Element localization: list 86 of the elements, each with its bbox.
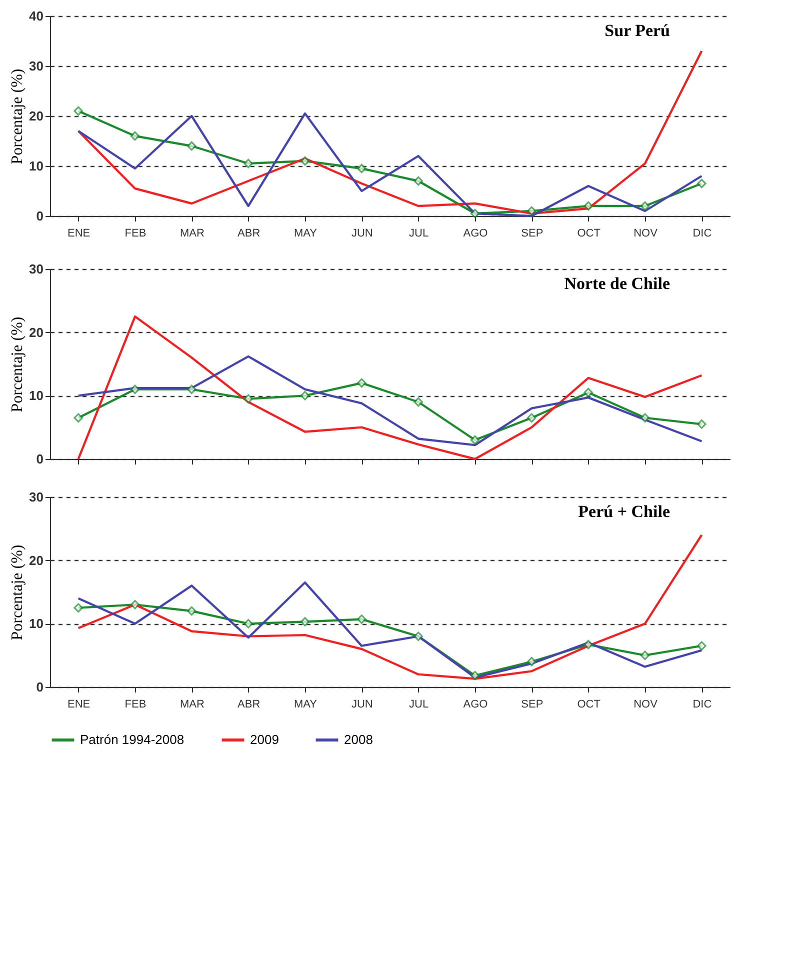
- point: [74, 106, 84, 116]
- y-axis-title: Porcentaje (%): [9, 316, 26, 412]
- x-tick-label: MAY: [294, 228, 318, 240]
- point: [130, 600, 140, 610]
- point: [74, 603, 84, 613]
- point: [356, 164, 366, 174]
- y-tick-label: 0: [36, 680, 44, 694]
- y-tick-label: 30: [29, 490, 44, 504]
- point: [300, 617, 310, 626]
- x-tick-label: AGO: [463, 228, 488, 240]
- point: [356, 378, 366, 388]
- chart-title: Norte de Chile: [564, 274, 670, 293]
- y-tick-label: 10: [29, 388, 44, 404]
- legend-label: Patrón 1994-2008: [80, 732, 184, 747]
- point: [696, 178, 706, 188]
- y-axis-title: Porcentaje (%): [9, 68, 26, 164]
- point: [470, 670, 480, 680]
- x-tick-label: NOV: [634, 228, 658, 240]
- point: [130, 131, 140, 141]
- y-axis-title: Porcentaje (%): [9, 544, 26, 640]
- x-tick-label: ENE: [68, 698, 90, 710]
- point: [640, 650, 650, 660]
- y-tick-label: 20: [29, 108, 44, 124]
- x-tick-label: SEP: [521, 228, 544, 240]
- point: [640, 413, 650, 423]
- line-series: [77, 355, 703, 446]
- x-tick-label: ABR: [238, 698, 260, 710]
- point: [74, 413, 84, 423]
- x-tick-label: OCT: [577, 698, 601, 710]
- y-tick-label: 20: [29, 324, 44, 340]
- x-tick-label: AGO: [463, 698, 488, 710]
- x-tick-label: JUN: [351, 228, 373, 240]
- point: [300, 390, 310, 400]
- x-tick-label: SEP: [521, 698, 544, 710]
- point: [414, 632, 424, 642]
- point: [244, 618, 254, 628]
- point: [526, 206, 536, 216]
- point: [640, 201, 650, 211]
- point: [186, 606, 196, 616]
- point: [696, 641, 706, 651]
- y-tick-label: 0: [36, 208, 44, 224]
- line-series: [77, 534, 703, 680]
- y-tick-label: 0: [36, 452, 44, 466]
- legend-label: 2008: [344, 732, 373, 747]
- x-tick-label: JUL: [409, 228, 429, 240]
- point: [414, 397, 424, 407]
- x-tick-label: FEB: [124, 698, 146, 710]
- legend-label: 2009: [250, 732, 279, 747]
- point: [244, 158, 254, 168]
- x-tick-label: JUL: [409, 698, 429, 710]
- point: [356, 614, 366, 624]
- point: [130, 384, 140, 394]
- point: [186, 384, 196, 394]
- x-tick-label: JUN: [351, 698, 373, 710]
- chart-title: Perú + Chile: [578, 502, 670, 521]
- point: [470, 208, 480, 218]
- point: [300, 156, 310, 166]
- x-tick-label: OCT: [577, 228, 601, 240]
- point: [526, 413, 536, 423]
- y-tick-label: 40: [29, 8, 44, 24]
- x-tick-label: ENE: [68, 228, 90, 240]
- x-tick-label: MAY: [294, 698, 318, 710]
- line-series: [77, 50, 703, 215]
- chart-title: Sur Perú: [604, 21, 670, 40]
- x-tick-label: MAR: [180, 698, 204, 710]
- x-tick-label: DIC: [692, 228, 712, 240]
- y-tick-label: 20: [29, 552, 44, 568]
- point: [584, 640, 594, 650]
- x-tick-label: DIC: [692, 698, 712, 710]
- y-tick-label: 30: [29, 262, 44, 276]
- point: [526, 656, 536, 666]
- point: [584, 388, 594, 398]
- point: [186, 141, 196, 151]
- y-tick-label: 10: [29, 158, 44, 174]
- point: [244, 394, 254, 404]
- line-series: [77, 315, 703, 460]
- x-tick-label: FEB: [124, 228, 146, 240]
- y-tick-label: 30: [29, 58, 44, 74]
- x-tick-label: ABR: [238, 228, 260, 240]
- point: [696, 419, 706, 429]
- point: [470, 435, 480, 445]
- x-tick-label: NOV: [634, 698, 658, 710]
- y-tick-label: 10: [29, 616, 44, 632]
- point: [414, 176, 424, 186]
- x-tick-label: MAR: [180, 228, 204, 240]
- point: [584, 201, 594, 211]
